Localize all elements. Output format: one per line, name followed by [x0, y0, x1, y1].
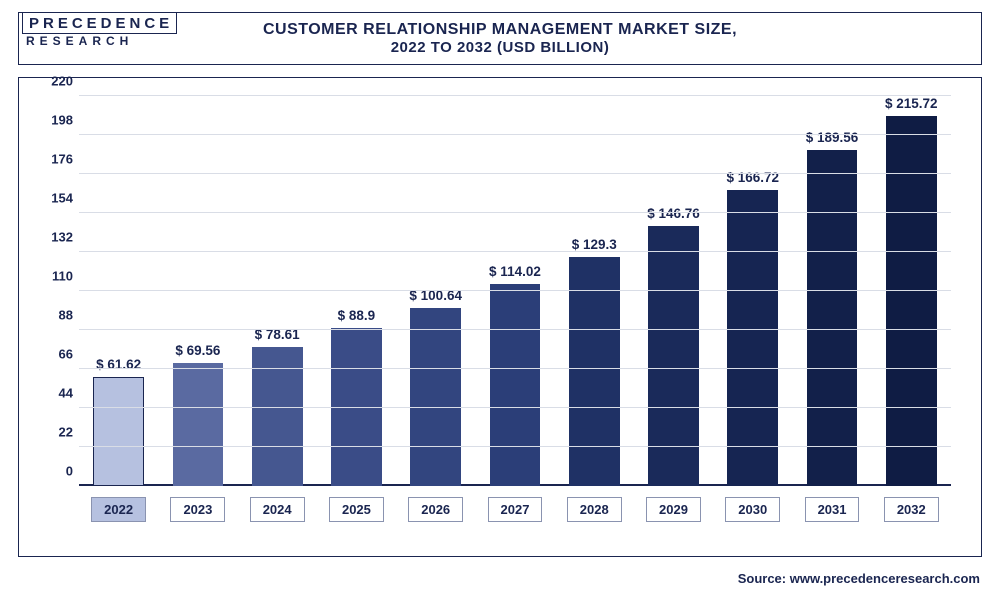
x-tick-label: 2027 — [488, 497, 543, 522]
bar — [886, 116, 937, 486]
x-tick-label: 2026 — [408, 497, 463, 522]
x-tick: 2031 — [792, 497, 871, 522]
x-tick-label: 2032 — [884, 497, 939, 522]
x-tick-label: 2031 — [805, 497, 860, 522]
x-tick: 2024 — [238, 497, 317, 522]
x-tick: 2030 — [713, 497, 792, 522]
bar-value-label: $ 61.62 — [96, 357, 141, 372]
y-tick-label: 154 — [37, 191, 73, 206]
y-tick-label: 132 — [37, 230, 73, 245]
bar-group: $ 129.3 — [555, 96, 634, 486]
y-tick-label: 220 — [37, 74, 73, 89]
bar-group: $ 215.72 — [872, 96, 951, 486]
grid-line — [79, 446, 951, 447]
x-tick-label: 2030 — [725, 497, 780, 522]
bar-group: $ 114.02 — [475, 96, 554, 486]
x-tick: 2026 — [396, 497, 475, 522]
grid-line — [79, 290, 951, 291]
bar-group: $ 189.56 — [792, 96, 871, 486]
brand-logo: PRECEDENCE RESEARCH — [22, 12, 177, 47]
x-tick-label: 2025 — [329, 497, 384, 522]
x-tick-label: 2022 — [91, 497, 146, 522]
bar — [410, 308, 461, 486]
bar-value-label: $ 69.56 — [175, 343, 220, 358]
bar-value-label: $ 114.02 — [489, 264, 541, 279]
y-tick-label: 0 — [37, 464, 73, 479]
grid-line — [79, 95, 951, 96]
x-tick-label: 2024 — [250, 497, 305, 522]
grid-line — [79, 329, 951, 330]
bar — [727, 190, 778, 486]
bar-group: $ 166.72 — [713, 96, 792, 486]
y-tick-label: 44 — [37, 386, 73, 401]
grid-line — [79, 251, 951, 252]
bar-value-label: $ 215.72 — [885, 96, 938, 111]
x-tick: 2022 — [79, 497, 158, 522]
bars-row: $ 61.62 $ 69.56 $ 78.61 $ 88.9 $ 100.64 $ 114… — [79, 96, 951, 486]
grid-line — [79, 173, 951, 174]
x-tick: 2028 — [555, 497, 634, 522]
y-tick-label: 22 — [37, 425, 73, 440]
chart-container: $ 61.62 $ 69.56 $ 78.61 $ 88.9 $ 100.64 $ 114… — [18, 77, 982, 557]
grid-line — [79, 134, 951, 135]
x-tick: 2023 — [158, 497, 237, 522]
bar-group: $ 146.76 — [634, 96, 713, 486]
y-tick-label: 110 — [37, 269, 73, 284]
bar-value-label: $ 129.3 — [572, 237, 617, 252]
x-tick: 2032 — [872, 497, 951, 522]
y-tick-label: 198 — [37, 113, 73, 128]
x-tick: 2027 — [475, 497, 554, 522]
y-tick-label: 66 — [37, 347, 73, 362]
bar-value-label: $ 146.76 — [647, 206, 700, 221]
x-tick-label: 2029 — [646, 497, 701, 522]
bar — [173, 363, 224, 486]
logo-text-bottom: RESEARCH — [22, 35, 177, 47]
x-tick: 2025 — [317, 497, 396, 522]
bar-group: $ 61.62 — [79, 96, 158, 486]
bar — [807, 150, 858, 486]
y-tick-label: 88 — [37, 308, 73, 323]
bar-group: $ 69.56 — [158, 96, 237, 486]
bar-group: $ 78.61 — [238, 96, 317, 486]
bar — [490, 284, 541, 486]
x-tick-label: 2028 — [567, 497, 622, 522]
grid-line — [79, 407, 951, 408]
bar — [93, 377, 144, 486]
x-axis: 2022 2023 2024 2025 2026 2027 2028 2029 2030 2031… — [79, 497, 951, 522]
y-tick-label: 176 — [37, 152, 73, 167]
bar-value-label: $ 88.9 — [338, 308, 376, 323]
x-tick-label: 2023 — [170, 497, 225, 522]
plot-area: $ 61.62 $ 69.56 $ 78.61 $ 88.9 $ 100.64 $ 114… — [79, 96, 951, 486]
grid-line — [79, 368, 951, 369]
grid-line — [79, 212, 951, 213]
bar-group: $ 100.64 — [396, 96, 475, 486]
bar-value-label: $ 189.56 — [806, 130, 859, 145]
x-tick: 2029 — [634, 497, 713, 522]
logo-text-top: PRECEDENCE — [22, 12, 177, 34]
bar-group: $ 88.9 — [317, 96, 396, 486]
source-attribution: Source: www.precedenceresearch.com — [738, 571, 980, 586]
bar — [569, 257, 620, 486]
